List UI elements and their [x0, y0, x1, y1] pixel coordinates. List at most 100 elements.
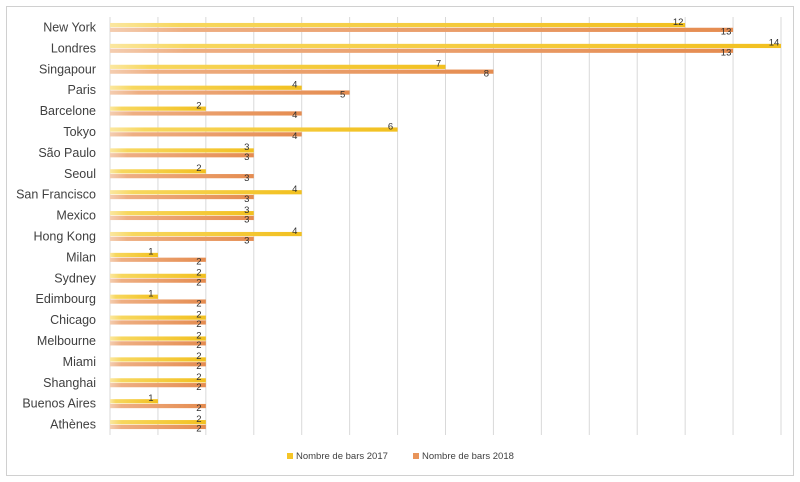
data-label: 2 [196, 403, 201, 414]
category-label: Londres [51, 41, 96, 55]
bar-2017 [110, 169, 206, 174]
bar-2017 [110, 22, 686, 28]
data-label: 3 [244, 236, 249, 247]
category-label: Athènes [50, 418, 96, 432]
data-label: 6 [388, 121, 393, 132]
data-label: 2 [196, 361, 201, 372]
data-label: 1 [148, 393, 153, 404]
legend-label: Nombre de bars 2017 [296, 451, 388, 462]
category-label: Melbourne [37, 334, 96, 348]
data-label: 13 [721, 47, 732, 58]
bar-2017 [110, 127, 398, 132]
category-label: Mexico [56, 209, 96, 223]
data-label: 2 [196, 382, 201, 393]
data-label: 2 [196, 309, 201, 320]
category-label: Miami [63, 355, 96, 369]
category-label: Sydney [54, 271, 96, 285]
data-label: 2 [196, 268, 201, 279]
data-label: 2 [196, 163, 201, 174]
data-label: 2 [196, 100, 201, 111]
data-label: 1 [148, 247, 153, 258]
data-label: 4 [292, 131, 297, 142]
data-label: 2 [196, 277, 201, 288]
bar-2018 [110, 48, 734, 53]
category-label: New York [43, 20, 97, 34]
data-label: 14 [769, 38, 780, 49]
legend-label: Nombre de bars 2018 [422, 451, 514, 462]
bar-2018 [110, 90, 350, 95]
bar-2017 [110, 420, 206, 425]
category-label: Buenos Aires [22, 397, 96, 411]
data-label: 2 [196, 256, 201, 267]
data-label: 3 [244, 194, 249, 205]
data-label: 3 [244, 152, 249, 163]
data-label: 3 [244, 215, 249, 226]
data-label: 4 [292, 184, 297, 195]
data-label: 2 [196, 424, 201, 435]
legend: Nombre de bars 2017 Nombre de bars 2018 [287, 451, 514, 462]
data-label: 2 [196, 351, 201, 362]
data-label: 3 [244, 205, 249, 216]
data-label: 2 [196, 330, 201, 341]
bar-2017 [110, 399, 158, 404]
data-label: 5 [340, 89, 345, 100]
bar-2018 [110, 236, 254, 241]
data-label: 3 [244, 142, 249, 153]
bar-2017 [110, 106, 206, 111]
bar-2018 [110, 215, 254, 221]
bar-2018 [110, 194, 254, 200]
chart-frame: New York Londres Singapour Paris Barcelone To… [6, 6, 794, 476]
category-label: Shanghai [43, 376, 96, 390]
bar-2018 [110, 383, 206, 388]
category-label: Milan [66, 250, 96, 264]
bar-2017 [110, 85, 302, 90]
data-label: 4 [292, 226, 297, 237]
data-label: 2 [196, 372, 201, 383]
data-label: 3 [244, 173, 249, 184]
bar-2017 [110, 148, 254, 153]
category-label: Hong Kong [33, 229, 96, 243]
category-label: San Francisco [16, 188, 96, 202]
bar-2017 [110, 357, 206, 362]
bar-2018 [110, 27, 734, 32]
data-label: 2 [196, 298, 201, 309]
bar-2018 [110, 320, 206, 325]
bar-2018 [110, 111, 302, 116]
data-label: 8 [484, 68, 489, 79]
data-label: 2 [196, 414, 201, 425]
bar-2018 [110, 403, 206, 409]
category-label: Chicago [50, 313, 96, 327]
bar-2018 [110, 424, 206, 430]
bars-group [110, 22, 781, 430]
data-label: 4 [292, 79, 297, 90]
bar-2018 [110, 341, 206, 346]
bar-2018 [110, 69, 494, 74]
category-labels: New York Londres Singapour Paris Barcelone To… [16, 20, 97, 431]
data-label: 12 [673, 17, 684, 28]
category-label: Paris [68, 83, 96, 97]
data-label: 1 [148, 288, 153, 299]
bar-2018 [110, 299, 206, 304]
bar-2017 [110, 231, 302, 237]
category-label: São Paulo [38, 146, 96, 160]
bar-2017 [110, 336, 206, 341]
data-label: 13 [721, 27, 732, 38]
bar-2017 [110, 43, 781, 49]
bar-2017 [110, 378, 206, 383]
data-label: 2 [196, 319, 201, 330]
bar-2018 [110, 174, 254, 179]
bar-2017 [110, 273, 206, 278]
grid-lines [109, 17, 782, 435]
bar-2018 [110, 257, 206, 262]
bar-2018 [110, 132, 302, 137]
bar-2017 [110, 190, 302, 195]
legend-swatch [287, 453, 293, 459]
category-label: Seoul [64, 167, 96, 181]
category-label: Tokyo [63, 125, 96, 139]
bar-2017 [110, 252, 158, 258]
data-label: 7 [436, 59, 441, 70]
bar-2018 [110, 362, 206, 367]
bar-2017 [110, 315, 206, 320]
legend-swatch [413, 453, 419, 459]
bar-2017 [110, 294, 158, 299]
